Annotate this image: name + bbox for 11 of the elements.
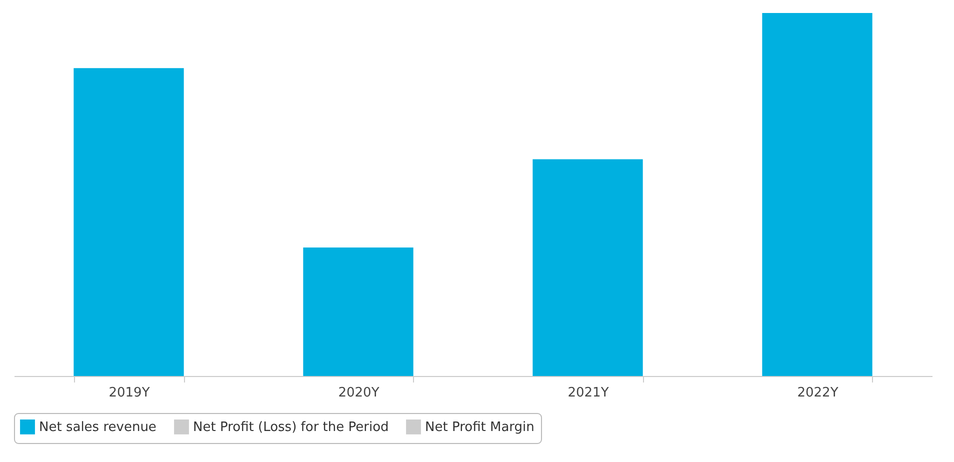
x-tick-label: 2021Y [568, 386, 609, 400]
bar [762, 13, 872, 376]
bar [532, 159, 643, 376]
bar [303, 248, 414, 376]
legend-label: Net Profit (Loss) for the Period [193, 420, 389, 435]
x-tick-label: 2022Y [797, 386, 838, 400]
bar [74, 68, 184, 376]
x-tick-label: 2019Y [108, 386, 150, 400]
x-tick-label: 2020Y [338, 386, 380, 400]
legend-label: Net sales revenue [39, 420, 156, 435]
legend-label: Net Profit Margin [425, 420, 534, 435]
